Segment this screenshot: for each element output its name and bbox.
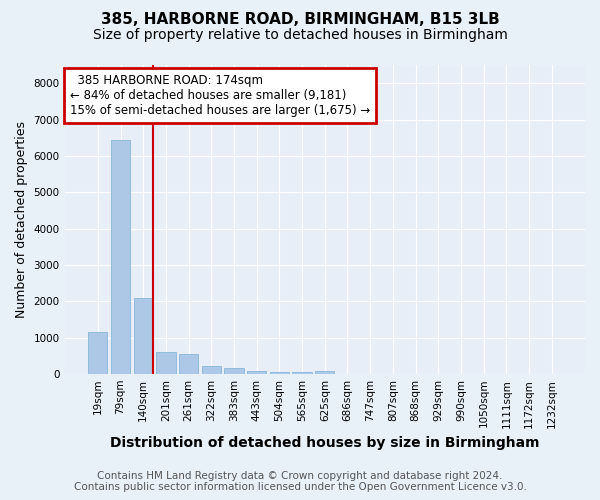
Bar — [315, 372, 334, 374]
Text: Size of property relative to detached houses in Birmingham: Size of property relative to detached ho… — [92, 28, 508, 42]
Text: 385 HARBORNE ROAD: 174sqm
← 84% of detached houses are smaller (9,181)
15% of se: 385 HARBORNE ROAD: 174sqm ← 84% of detac… — [70, 74, 370, 118]
Bar — [111, 140, 130, 374]
Bar — [88, 332, 107, 374]
Bar — [202, 366, 221, 374]
Text: Contains HM Land Registry data © Crown copyright and database right 2024.
Contai: Contains HM Land Registry data © Crown c… — [74, 471, 526, 492]
Bar — [224, 368, 244, 374]
Bar — [247, 371, 266, 374]
Bar — [292, 372, 312, 374]
X-axis label: Distribution of detached houses by size in Birmingham: Distribution of detached houses by size … — [110, 436, 539, 450]
Bar — [156, 352, 176, 374]
Text: 385, HARBORNE ROAD, BIRMINGHAM, B15 3LB: 385, HARBORNE ROAD, BIRMINGHAM, B15 3LB — [101, 12, 499, 28]
Bar — [134, 298, 153, 374]
Bar — [270, 372, 289, 374]
Bar — [179, 354, 198, 374]
Y-axis label: Number of detached properties: Number of detached properties — [15, 121, 28, 318]
